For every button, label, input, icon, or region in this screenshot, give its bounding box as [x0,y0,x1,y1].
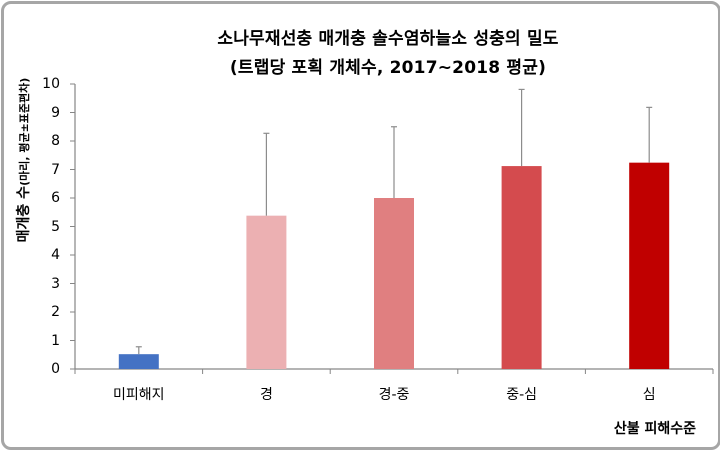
bar-0 [118,354,159,369]
y-tick-label: 4 [51,247,60,263]
bar-3 [501,166,542,369]
y-tick-label: 9 [51,104,60,121]
y-tick-label: 10 [42,76,60,92]
y-tick-label: 2 [51,304,60,320]
chart-title: 소나무재선충 매개충 솔수염하늘소 성충의 밀도 [217,29,559,49]
x-tick-label: 경 [259,387,273,403]
x-tick-label: 중-심 [506,387,537,403]
y-tick-label: 6 [51,190,60,206]
x-axis-title: 산불 피해수준 [613,421,696,437]
x-tick-label: 미피해지 [113,387,165,403]
bar-1 [246,215,287,369]
chart-subtitle: (트랩당 포획 개체수, 2017~2018 평균) [229,58,547,78]
bar-4 [629,162,670,369]
bar-2 [374,198,414,369]
y-tick-label: 7 [51,161,60,178]
y-tick-label: 0 [51,361,60,377]
y-tick-label: 1 [51,332,60,349]
x-tick-label: 경-중 [378,387,410,403]
y-tick-label: 8 [51,133,60,149]
x-tick-label: 심 [642,387,656,403]
y-tick-label: 3 [51,275,60,292]
y-tick-label: 5 [51,218,60,235]
